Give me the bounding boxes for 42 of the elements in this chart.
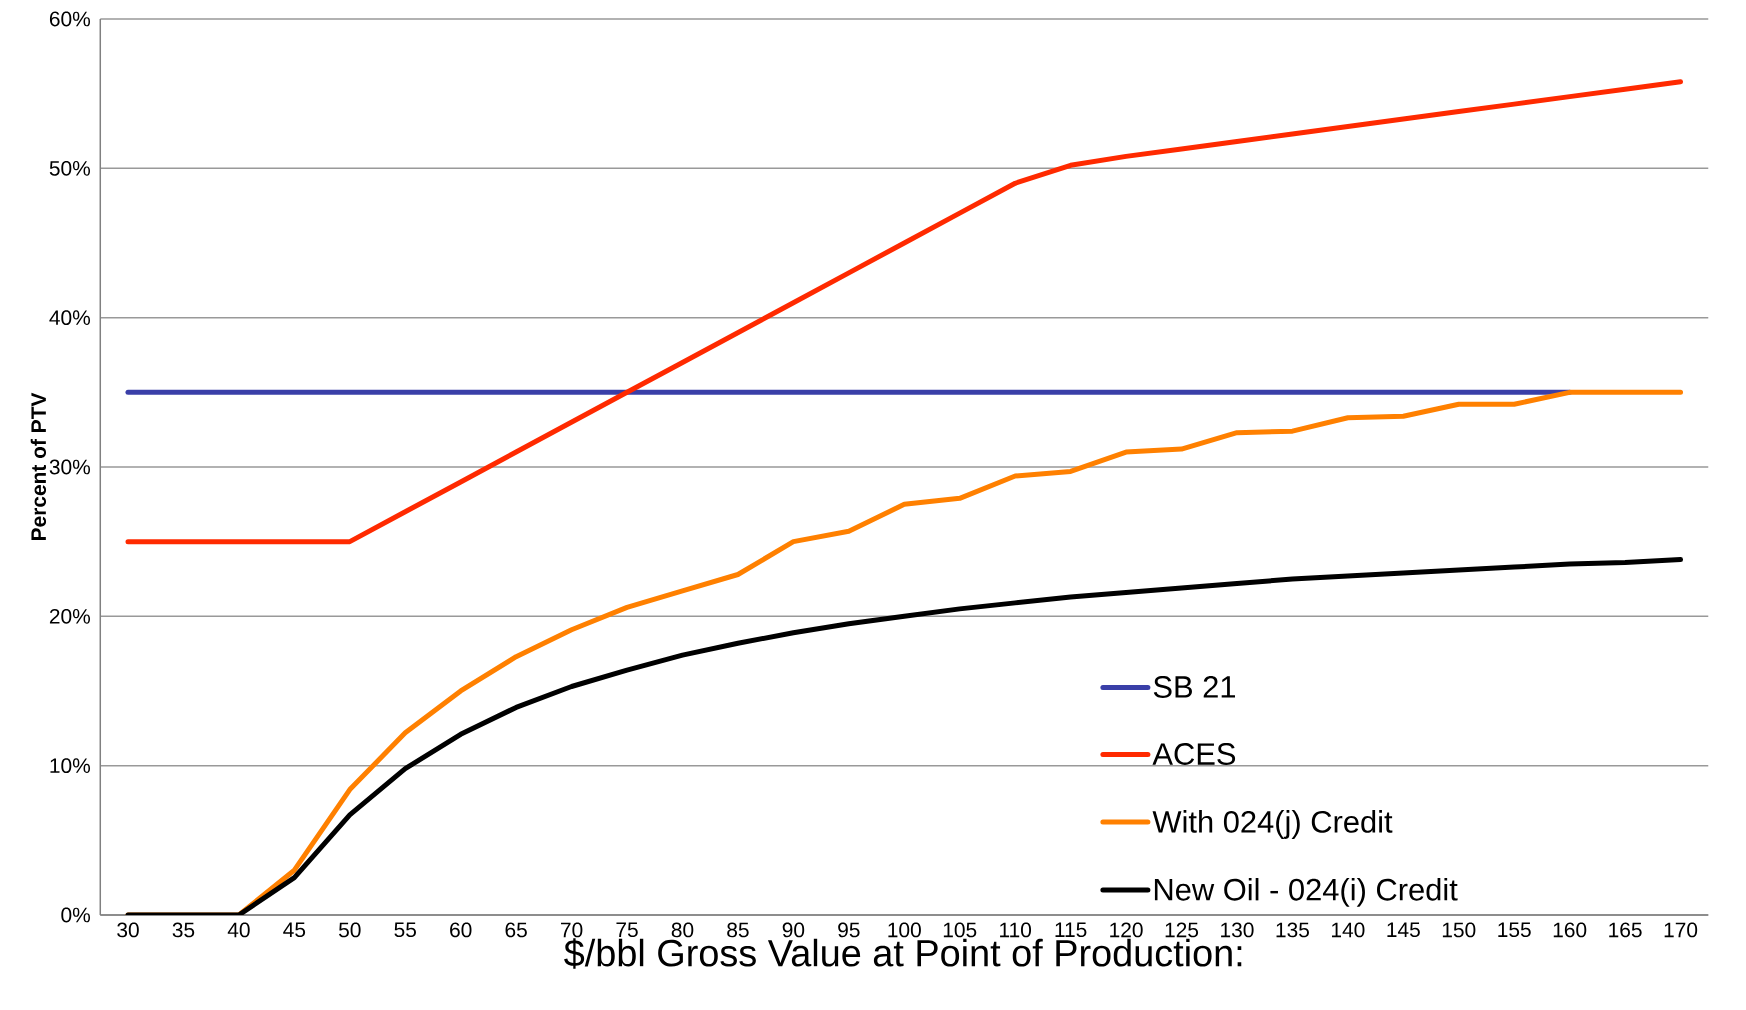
x-tick-label: 165 — [1609, 922, 1642, 938]
x-tick-label: 30 — [117, 922, 139, 938]
legend-label: ACES — [1152, 743, 1236, 765]
y-tick-label: 20% — [49, 608, 91, 624]
y-axis-title: Percent of PTV — [30, 392, 47, 540]
x-tick-label: 85 — [727, 922, 749, 938]
y-tick-label: 60% — [49, 11, 91, 27]
y-tick-label: 40% — [49, 310, 91, 326]
x-tick-label: 125 — [1165, 922, 1199, 938]
x-tick-label: 55 — [394, 922, 416, 938]
x-tick-label: 75 — [616, 922, 638, 938]
x-tick-label: 65 — [505, 922, 527, 938]
x-tick-label: 95 — [838, 922, 860, 938]
x-tick-label: 45 — [283, 922, 306, 938]
x-tick-label: 35 — [172, 922, 195, 938]
x-tick-label: 115 — [1055, 922, 1087, 938]
x-tick-label: 110 — [1000, 922, 1032, 938]
y-tick-label: 30% — [49, 459, 91, 475]
legend-label: With 024(j) Credit — [1152, 810, 1393, 839]
x-tick-label: 60 — [450, 922, 472, 938]
legend-label: SB 21 — [1153, 676, 1235, 698]
x-tick-label: 50 — [339, 922, 361, 938]
x-tick-label: 145 — [1387, 922, 1420, 938]
x-tick-label: 105 — [943, 922, 977, 938]
x-tick-label: 170 — [1664, 922, 1698, 938]
x-tick-label: 90 — [782, 922, 805, 938]
x-tick-label: 120 — [1110, 922, 1143, 938]
x-tick-label: 130 — [1221, 922, 1254, 938]
x-tick-label: 140 — [1331, 922, 1365, 938]
legend-label: New Oil - 024(i) Credit — [1154, 877, 1458, 907]
x-tick-label: 80 — [671, 922, 694, 938]
x-tick-label: 40 — [227, 922, 250, 938]
y-tick-label: 50% — [49, 160, 91, 176]
x-tick-label: 150 — [1442, 922, 1476, 938]
x-tick-label: 160 — [1553, 922, 1587, 938]
x-axis-title: $/bbl Gross Value at Point of Production: — [564, 938, 1242, 969]
x-tick-label: 155 — [1498, 922, 1531, 938]
x-tick-label: 100 — [888, 922, 921, 938]
y-tick-label: 0% — [61, 907, 91, 923]
x-tick-label: 70 — [561, 922, 583, 938]
x-tick-label: 135 — [1276, 922, 1309, 938]
y-tick-label: 10% — [50, 758, 91, 774]
